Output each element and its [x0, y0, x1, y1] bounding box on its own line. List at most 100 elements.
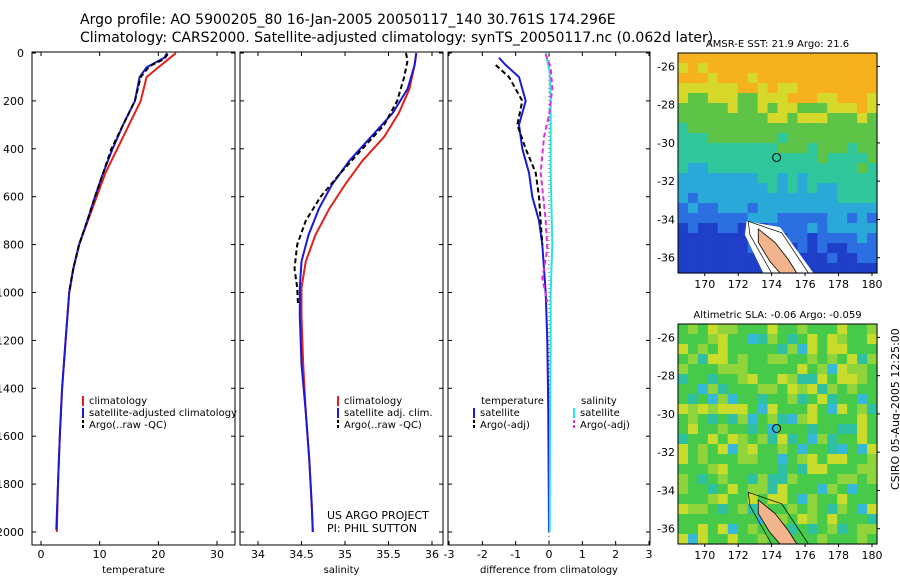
- temperature-legend-label: climatology: [89, 396, 147, 407]
- sst-map-cell: [777, 63, 789, 74]
- sst-map-cell: [737, 163, 749, 174]
- sst-map-cell: [717, 163, 729, 174]
- sst-map-cell: [807, 243, 818, 254]
- sla-map-cell: [857, 354, 868, 365]
- sla-map-cell: [797, 394, 808, 405]
- sla-map-cell: [867, 484, 878, 495]
- sla-map-cell: [867, 474, 878, 485]
- sst-map-cell: [847, 133, 858, 144]
- sst-map-cell: [847, 203, 858, 214]
- sla-map-cell: [817, 354, 828, 365]
- sla-map-cell: [827, 384, 838, 395]
- sst-map-cell: [787, 223, 798, 234]
- sst-map-cell: [867, 143, 878, 154]
- sla-map-cell: [687, 464, 699, 475]
- sla-map-cell: [847, 344, 858, 355]
- sst-map-cell: [757, 193, 769, 204]
- sla-map-cell: [837, 334, 848, 345]
- sla-map-cell: [687, 524, 699, 535]
- sst-map-cell: [797, 173, 808, 184]
- sst-map-cell: [687, 113, 699, 124]
- sst-map-cell: [707, 133, 719, 144]
- sst-map-cell: [867, 83, 878, 94]
- salinity-xtick-label: 35: [338, 548, 352, 561]
- sst-map-cell: [687, 163, 699, 174]
- sla-map-cell: [707, 414, 719, 425]
- pressure-tick-label: 400: [3, 143, 24, 156]
- sla-map-ytick-label: -30: [657, 408, 675, 421]
- sst-map-cell: [807, 173, 818, 184]
- sst-map-cell: [747, 63, 759, 74]
- sst-map-cell: [687, 183, 699, 194]
- sla-map-cell: [737, 334, 749, 345]
- sla-map-cell: [727, 374, 739, 385]
- sst-map-cell: [777, 133, 789, 144]
- sla-map-cell: [757, 384, 769, 395]
- sst-map-cell: [857, 233, 868, 244]
- sla-map-cell: [847, 384, 858, 395]
- sst-map-cell: [857, 123, 868, 134]
- sst-map-cell: [687, 123, 699, 134]
- sst-map-cell: [747, 183, 759, 194]
- sst-map-cell: [807, 93, 818, 104]
- sla-map-cell: [827, 474, 838, 485]
- sla-map-cell: [757, 474, 769, 485]
- sla-map-cell: [837, 414, 848, 425]
- sst-map-cell: [807, 153, 818, 164]
- salinity-legend-label: Argo(..raw -QC): [344, 420, 422, 431]
- sst-map-cell: [697, 123, 709, 134]
- sla-map-cell: [837, 434, 848, 445]
- sla-map-cell: [777, 484, 789, 495]
- sla-map-cell: [707, 384, 719, 395]
- sla-map-cell: [777, 374, 789, 385]
- sla-map-cell: [767, 404, 779, 415]
- title-line-2: Climatology: CARS2000. Satellite-adjuste…: [80, 30, 714, 46]
- sla-map-cell: [737, 424, 749, 435]
- salinity-xtick-label: 34: [251, 548, 265, 561]
- sla-map-cell: [678, 354, 689, 365]
- sla-map-cell: [837, 514, 848, 525]
- sst-map-cell: [678, 183, 689, 194]
- sst-map-cell: [747, 253, 759, 264]
- sla-map-cell: [827, 444, 838, 455]
- sst-map-cell: [837, 133, 848, 144]
- sst-map-cell: [847, 113, 858, 124]
- sla-map-cell: [687, 504, 699, 515]
- sla-map-cell: [707, 484, 719, 495]
- sla-map-cell: [837, 534, 848, 545]
- sst-map-cell: [747, 73, 759, 84]
- sla-map-cell: [727, 404, 739, 415]
- sst-map-cell: [807, 223, 818, 234]
- sst-map-cell: [817, 73, 828, 84]
- sla-map-cell: [747, 454, 759, 465]
- sla-map-cell: [717, 384, 729, 395]
- sla-map-cell: [687, 404, 699, 415]
- sst-map-cell: [757, 163, 769, 174]
- sla-map-cell: [857, 534, 868, 545]
- sla-map-cell: [707, 534, 719, 545]
- sst-map-cell: [697, 253, 709, 264]
- sst-map-cell: [737, 173, 749, 184]
- sla-map-cell: [737, 414, 749, 425]
- sst-map-cell: [687, 243, 699, 254]
- sst-map-cell: [727, 193, 739, 204]
- sla-map-cell: [807, 454, 818, 465]
- argo-position-marker: [772, 423, 782, 433]
- sst-map-cell: [847, 73, 858, 84]
- sst-map-cell: [747, 263, 759, 274]
- sst-map-cell: [727, 233, 739, 244]
- sst-map-cell: [847, 173, 858, 184]
- sst-map-cell: [807, 133, 818, 144]
- sst-map-cell: [827, 253, 838, 264]
- sst-map-cell: [697, 113, 709, 124]
- sst-map-cell: [837, 223, 848, 234]
- sla-map-cell: [767, 414, 779, 425]
- sst-map-cell: [777, 163, 789, 174]
- sla-map-cell: [678, 514, 689, 525]
- sla-map-cell: [707, 374, 719, 385]
- sla-map-cell: [717, 404, 729, 415]
- sla-map-cell: [797, 504, 808, 515]
- sla-map-cell: [767, 494, 779, 505]
- sst-map-cell: [727, 53, 739, 64]
